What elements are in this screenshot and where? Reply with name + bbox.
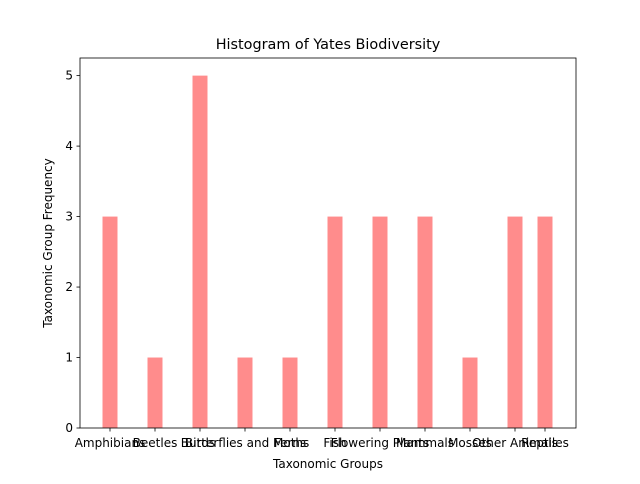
x-axis-label: Taxonomic Groups [272, 457, 383, 471]
bar-mosses [462, 357, 478, 428]
bar-mammals [417, 216, 433, 428]
x-tick-label: Amphibians [75, 436, 146, 450]
y-tick-label: 3 [65, 210, 73, 224]
axes-group [79, 57, 577, 429]
bar-amphibians [102, 216, 118, 428]
bar-flowering-plants [372, 216, 388, 428]
y-tick-label: 1 [65, 351, 73, 365]
y-tick-label: 2 [65, 280, 73, 294]
bar-other-animals [507, 216, 523, 428]
y-tick-label: 4 [65, 139, 73, 153]
x-tick-label: Beetles [133, 436, 178, 450]
x-tick-label: Mosses [448, 436, 492, 450]
x-tick-label: Other Animals [472, 436, 558, 450]
x-tick-label: Mammals [396, 436, 454, 450]
bars-group [102, 75, 553, 428]
y-axis-ticks: 0 1 2 3 4 5 [65, 69, 80, 435]
x-tick-label: Birds [185, 436, 215, 450]
bar-fish [327, 216, 343, 428]
plot-area-frame [79, 57, 577, 429]
y-axis-label: Taxonomic Group Frequency [41, 158, 55, 329]
y-tick-label: 0 [65, 421, 73, 435]
x-tick-label: Flowering Plants [331, 436, 430, 450]
bar-ferns [282, 357, 298, 428]
x-tick-label: Reptiles [521, 436, 569, 450]
x-tick-label: Fish [323, 436, 346, 450]
bar-reptiles [537, 216, 553, 428]
bar-birds [192, 75, 208, 428]
y-tick-label: 5 [65, 69, 73, 83]
x-tick-label: Butterflies and Moths [181, 436, 310, 450]
x-tick-label: Ferns [274, 436, 306, 450]
bar-beetles [147, 357, 163, 428]
chart-title: Histogram of Yates Biodiversity [216, 37, 441, 53]
bar-butterflies-and-moths [237, 357, 253, 428]
